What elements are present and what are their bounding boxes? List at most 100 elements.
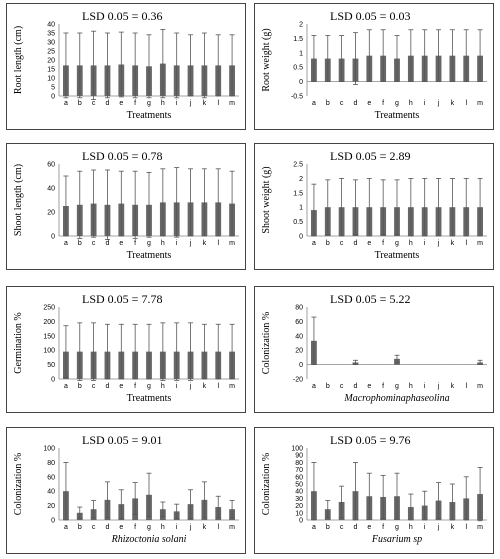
x-axis-label: Treatments — [127, 393, 172, 404]
x-tick-label: g — [395, 240, 399, 247]
x-tick-label: l — [465, 383, 467, 390]
error-bar-c — [339, 35, 345, 82]
y-tick-label: 0.5 — [293, 219, 303, 226]
error-bar-l — [215, 168, 221, 237]
error-bar-c — [91, 30, 97, 100]
x-tick-label: j — [437, 100, 440, 107]
chart-colonization-rhizoctonia: LSD 0.05 = 9.01 0 20 40 60 80 100 a b c d e f g h i j k l m… — [6, 427, 246, 554]
x-tick-label: i — [176, 240, 178, 247]
x-tick-label: i — [424, 524, 426, 531]
error-bar-e — [366, 29, 372, 82]
error-bar-j — [188, 168, 194, 237]
x-tick-label: l — [465, 240, 467, 247]
x-tick-label: c — [340, 100, 344, 107]
error-bar-h — [160, 28, 166, 99]
chart-title: LSD 0.05 = 5.22 — [330, 292, 410, 306]
chart-svg: LSD 0.05 = 5.22 -20 0 20 40 60 80 a b c d e f g h i j k l m… — [261, 292, 487, 404]
x-tick-label: j — [437, 383, 440, 390]
y-tick-label: 40 — [47, 22, 55, 29]
x-tick-label: g — [395, 524, 399, 531]
error-bar-f — [132, 482, 138, 515]
x-tick-label: j — [189, 240, 192, 247]
chart-svg: LSD 0.05 = 7.78 0 50 100 150 200 250 a b c d e f g h i j… — [13, 292, 239, 404]
error-bar-i — [174, 167, 180, 238]
y-tick-label: 0 — [51, 94, 55, 101]
error-bar-j — [188, 489, 194, 519]
chart-svg: LSD 0.05 = 9.01 0 20 40 60 80 100 a b c d e f g h i j k l m… — [13, 433, 239, 545]
error-bar-a — [311, 462, 317, 521]
x-tick-label: k — [203, 100, 207, 107]
chart-svg: LSD 0.05 = 0.36 0 5 10 15 20 25 30 35 40 a b c d e f g h i… — [13, 9, 239, 121]
chart-title: LSD 0.05 = 9.76 — [330, 433, 410, 447]
y-axis-label: Shoot length (cm) — [13, 164, 24, 236]
x-tick-label: k — [203, 524, 207, 531]
x-tick-label: k — [451, 240, 455, 247]
error-bar-h — [408, 178, 414, 237]
y-tick-label: 60 — [47, 474, 55, 481]
x-tick-label: a — [64, 383, 68, 390]
x-tick-label: e — [367, 240, 371, 247]
error-bar-a — [63, 462, 69, 521]
x-tick-label: m — [477, 383, 483, 390]
error-bar-m — [229, 170, 235, 237]
error-bar-d — [352, 32, 358, 85]
error-bar-m — [229, 323, 235, 380]
error-bar-c — [339, 178, 345, 237]
x-tick-label: f — [382, 383, 384, 390]
error-bar-b — [325, 179, 331, 235]
y-tick-label: 80 — [47, 460, 55, 467]
error-bar-k — [201, 32, 207, 99]
error-bar-e — [118, 489, 124, 519]
error-bar-i — [174, 32, 180, 99]
y-tick-label: 0 — [299, 518, 303, 525]
chart-colonization-macrophomina: LSD 0.05 = 5.22 -20 0 20 40 60 80 a b c d e f g h i j k l m… — [254, 286, 494, 413]
error-bar-m — [229, 34, 235, 97]
chart-svg: LSD 0.05 = 0.78 0 20 40 60 a b c d e f g h i j k l m Shoot… — [13, 149, 239, 261]
error-bar-l — [215, 34, 221, 97]
y-tick-label: 0 — [51, 518, 55, 525]
error-bar-d — [104, 169, 110, 240]
error-bar-f — [380, 29, 386, 82]
error-bar-m — [229, 500, 235, 519]
error-bar-d — [104, 32, 110, 99]
x-tick-label: g — [147, 383, 151, 390]
x-tick-label: b — [326, 240, 330, 247]
x-tick-label: b — [78, 524, 82, 531]
error-bar-e — [118, 31, 124, 98]
y-tick-label: 20 — [295, 503, 303, 510]
y-tick-label: 0 — [51, 377, 55, 384]
x-tick-label: c — [340, 383, 344, 390]
x-tick-label: a — [64, 100, 68, 107]
error-bar-d — [104, 323, 110, 380]
error-bar-e — [118, 323, 124, 380]
error-bar-a — [63, 325, 69, 378]
chart-germination: LSD 0.05 = 7.78 0 50 100 150 200 250 a b c d e f g h i j… — [6, 286, 246, 413]
y-tick-label: 1.5 — [293, 36, 303, 43]
error-bar-e — [366, 178, 372, 237]
x-tick-label: c — [92, 100, 96, 107]
error-bar-a — [311, 183, 317, 237]
x-tick-label: h — [409, 240, 413, 247]
x-tick-label: d — [354, 240, 358, 247]
x-axis-label: Fusarium sp — [371, 534, 422, 545]
x-tick-label: a — [312, 240, 316, 247]
x-tick-label: j — [189, 524, 192, 531]
error-bar-l — [463, 476, 469, 521]
x-tick-label: j — [189, 100, 192, 107]
x-tick-label: e — [367, 100, 371, 107]
chart-title: LSD 0.05 = 9.01 — [82, 433, 162, 447]
x-tick-label: g — [147, 524, 151, 531]
y-axis-label: Root weight (g) — [261, 28, 272, 91]
x-tick-label: l — [217, 524, 219, 531]
y-tick-label: 80 — [295, 305, 303, 312]
error-bar-h — [160, 501, 166, 517]
y-tick-label: 10 — [295, 510, 303, 517]
error-bar-g — [146, 472, 152, 517]
error-bar-i — [422, 178, 428, 237]
x-tick-label: f — [134, 524, 136, 531]
x-tick-label: e — [367, 383, 371, 390]
error-bar-d — [352, 179, 358, 235]
error-bar-h — [160, 322, 166, 381]
x-tick-label: m — [477, 100, 483, 107]
